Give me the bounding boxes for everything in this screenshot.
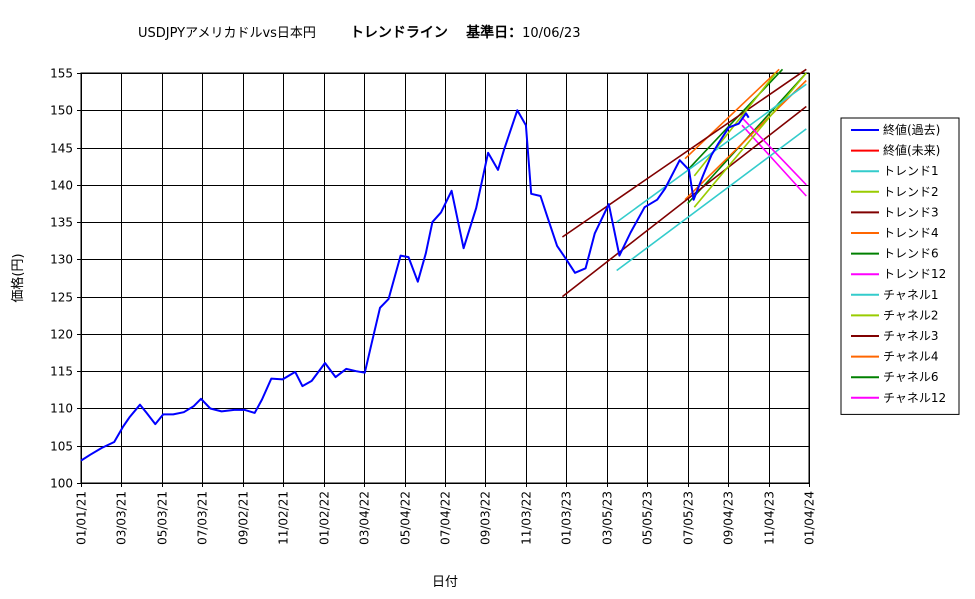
legend-entry: トレンド1 [883,164,939,178]
y-tick-label: 120 [50,328,73,342]
x-axis-label: 日付 [432,575,458,590]
y-tick-label: 140 [50,179,73,193]
x-tick-label: 05/04/22 [399,491,413,545]
legend-box [840,117,960,415]
legend-entry: トレンド12 [883,267,946,281]
x-tick-labels: 01/01/21 03/03/21 05/03/21 07/03/21 09/02/21… [75,491,817,545]
y-tick-label: 110 [50,402,73,416]
x-tick-label: 01/01/21 [75,491,89,545]
x-tick-label: 09/03/22 [479,491,493,545]
series-line [687,68,784,171]
title-base-date: 10/06/23 [522,26,581,41]
x-tick-label: 05/05/23 [641,491,655,545]
x-tick-label: 07/04/22 [439,491,453,545]
chart-title: USDJPYアメリカドルvs日本円 トレンドライン 基準日：10/06/23 [138,22,580,42]
y-tick-labels: 100 105 110 115 120 125 130 135 140 145 150 155 [50,67,73,491]
x-tick-label: 03/05/23 [601,491,615,545]
x-tick-label: 01/02/22 [318,491,332,545]
legend-entry: 終値(未来) [883,143,940,158]
grid [77,72,810,487]
x-tick-label: 09/02/21 [237,491,251,545]
y-tick-label: 100 [50,477,73,491]
legend-entry: 終値(過去) [883,122,940,137]
x-tick-label: 11/02/21 [277,491,291,545]
x-tick-label: 07/05/23 [682,491,696,545]
x-tick-label: 03/04/22 [358,491,372,545]
series-line [684,79,807,201]
legend-entry: トレンド4 [883,226,939,240]
series-line [693,72,807,208]
x-tick-label: 11/03/22 [520,491,534,545]
series-lines [80,68,807,462]
x-tick-label: 05/03/21 [156,491,170,545]
legend-entry: トレンド3 [883,205,939,219]
y-tick-label: 125 [50,291,73,305]
y-axis-label: 価格(円) [10,253,26,302]
x-tick-label: 01/04/24 [803,491,817,545]
series-line [684,68,780,160]
x-tick-label: 09/04/23 [722,491,736,545]
x-tick-label: 11/04/23 [763,491,777,545]
y-tick-label: 155 [50,67,73,81]
x-tick-label: 01/03/23 [560,491,574,545]
title-trend: トレンドライン [349,25,448,41]
title-base-label: 基準日： [466,25,523,41]
series-line [741,117,807,186]
legend-entry: チャネル4 [883,350,939,364]
x-tick-label: 03/03/21 [115,491,129,545]
y-tick-label: 150 [50,104,73,118]
y-tick-label: 105 [50,440,73,454]
legend-entry: チャネル2 [883,308,939,322]
legend-entry: チャネル3 [883,329,939,343]
legend-entry: トレンド2 [883,185,939,199]
legend-entry: トレンド6 [883,247,939,261]
y-tick-label: 135 [50,216,73,230]
y-tick-label: 130 [50,253,73,267]
legend-entry: チャネル6 [883,370,939,384]
series-line [561,105,807,298]
series-line [561,68,807,238]
title-main: USDJPYアメリカドルvs日本円 [138,26,316,41]
x-tick-label: 07/03/21 [196,491,210,545]
y-tick-label: 115 [50,365,73,379]
legend: 終値(過去) 終値(未来) トレンド1 トレンド2 トレンド3 トレンド4 トレンド6 トレン… [840,117,960,415]
legend-entry: チャネル12 [883,391,946,405]
series-line [80,109,750,462]
y-tick-label: 145 [50,142,73,156]
legend-entry: チャネル1 [883,288,939,302]
